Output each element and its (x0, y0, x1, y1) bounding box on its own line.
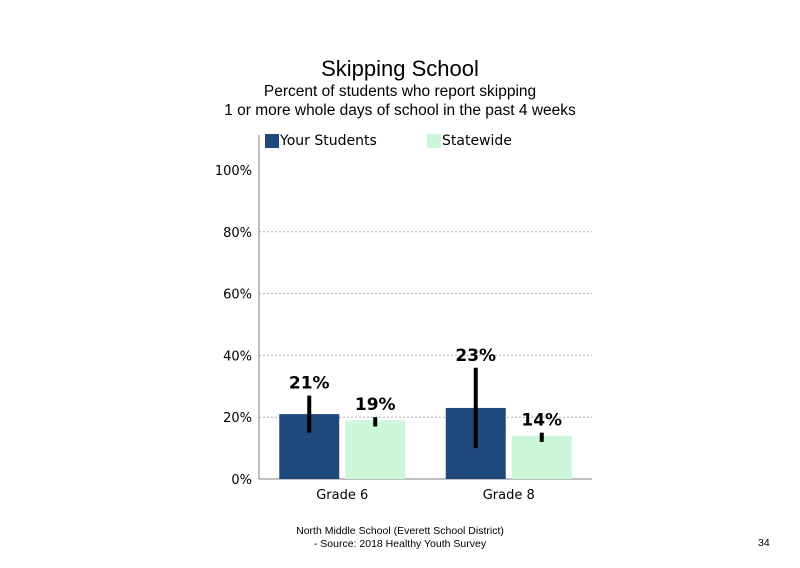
data-label: 19% (355, 395, 396, 415)
y-tick-label: 80% (223, 226, 252, 241)
bar (345, 420, 406, 479)
chart-subtitle-line-1: Percent of students who report skipping (263, 83, 537, 100)
y-tick-label: 20% (223, 411, 252, 426)
data-label: 23% (455, 346, 496, 366)
legend-swatch-your-students (265, 134, 279, 148)
legend-label-statewide: Statewide (442, 133, 512, 149)
data-label: 21% (289, 374, 330, 394)
legend-item-statewide: Statewide (427, 133, 512, 149)
y-tick-label: 60% (223, 288, 252, 303)
chart-title: Skipping School (321, 56, 479, 81)
y-tick-label: 100% (215, 164, 252, 179)
y-tick-label: 0% (231, 473, 252, 488)
y-tick-label: 40% (223, 349, 252, 364)
x-tick-label: Grade 8 (483, 488, 535, 503)
chart-title-block: Skipping School Percent of students who … (0, 56, 800, 120)
bar (511, 435, 572, 479)
page-number: 34 (758, 537, 770, 549)
legend-swatch-statewide (427, 134, 441, 148)
legend-item-your-students: Your Students (265, 133, 377, 149)
footer-source: North Middle School (Everett School Dist… (250, 525, 550, 551)
footer-source-line: - Source: 2018 Healthy Youth Survey (313, 538, 487, 550)
legend-label-your-students: Your Students (280, 133, 377, 149)
chart-subtitle-line-2: 1 or more whole days of school in the pa… (224, 102, 576, 119)
data-label: 14% (521, 411, 562, 431)
chart-legend: Your Students Statewide (0, 133, 800, 153)
x-tick-label: Grade 6 (316, 488, 368, 503)
footer-school: North Middle School (Everett School Dist… (296, 525, 504, 537)
